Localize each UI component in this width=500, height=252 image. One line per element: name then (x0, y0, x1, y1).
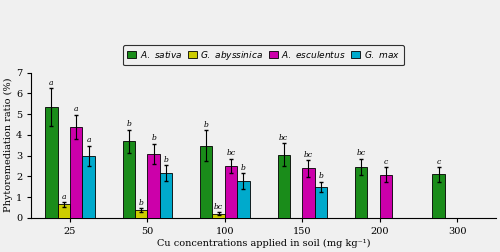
Bar (122, 141, 135, 218)
Bar (380, 175, 392, 218)
Bar (160, 173, 172, 218)
Text: a: a (49, 79, 54, 87)
Text: b: b (139, 199, 143, 207)
Text: b: b (241, 164, 246, 172)
Text: c: c (436, 158, 440, 166)
Bar (148, 153, 160, 218)
Bar (278, 154, 290, 218)
Bar (46, 107, 58, 218)
Text: b: b (151, 134, 156, 142)
Y-axis label: Phytoremediation ratio (%): Phytoremediation ratio (%) (4, 78, 14, 212)
Bar (314, 187, 327, 218)
Text: a: a (62, 193, 66, 201)
Bar (82, 156, 95, 218)
Text: b: b (318, 172, 324, 180)
Text: bc: bc (226, 149, 235, 158)
Legend: $\it{A.\ sativa}$, $\it{G.\ abyssinica}$, $\it{A.\ esculentus}$, $\it{G.\ max}$: $\it{A.\ sativa}$, $\it{G.\ abyssinica}$… (124, 45, 404, 65)
Text: b: b (164, 155, 168, 164)
Text: c: c (384, 158, 388, 166)
Bar (135, 210, 147, 218)
Text: a: a (86, 136, 91, 144)
Bar (238, 181, 250, 218)
Bar (58, 204, 70, 218)
Bar (432, 174, 444, 218)
Bar (355, 167, 368, 218)
Bar (225, 166, 237, 218)
Bar (212, 214, 225, 218)
Text: a: a (74, 105, 78, 113)
Bar (200, 146, 212, 218)
Bar (302, 169, 314, 218)
Text: b: b (204, 121, 208, 129)
X-axis label: Cu concentrations applied in soil (mg kg⁻¹): Cu concentrations applied in soil (mg kg… (157, 239, 370, 248)
Text: bc: bc (356, 149, 366, 158)
Text: bc: bc (214, 203, 224, 211)
Text: bc: bc (279, 134, 288, 142)
Bar (70, 127, 82, 218)
Text: bc: bc (304, 151, 313, 159)
Text: b: b (126, 120, 132, 129)
